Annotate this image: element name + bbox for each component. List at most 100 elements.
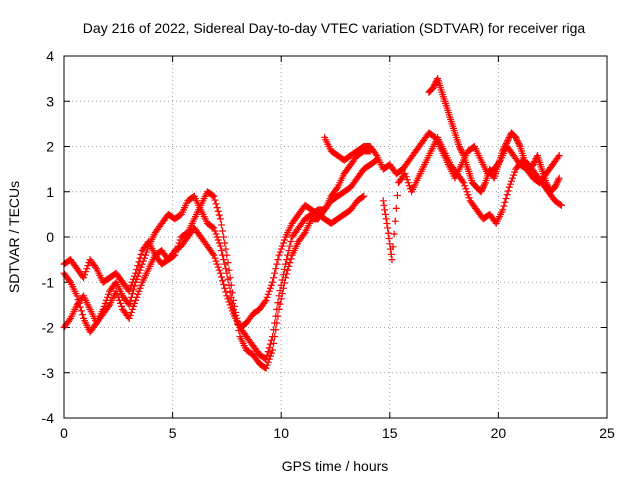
- y-tick-label: 4: [46, 48, 54, 64]
- data-point-track-f: [553, 179, 561, 187]
- data-point-track-e: [460, 179, 468, 187]
- data-point-track-b: [267, 281, 275, 289]
- data-point-track-e: [392, 204, 400, 212]
- y-tick-label: 1: [46, 184, 54, 200]
- data-point-track-c: [128, 278, 136, 286]
- data-point-track-e: [557, 201, 565, 209]
- data-point-track-a: [213, 204, 221, 212]
- data-point-track-b: [279, 239, 287, 247]
- data-point-track-c: [215, 266, 223, 274]
- data-point-track-f: [520, 156, 528, 164]
- data-point-track-a: [212, 200, 220, 208]
- data-point-track-e: [387, 250, 395, 258]
- data-point-track-c: [262, 355, 270, 363]
- data-point-track-c: [135, 258, 143, 266]
- data-point-track-f: [499, 147, 507, 155]
- data-point-track-b: [262, 296, 270, 304]
- data-point-track-a: [115, 296, 123, 304]
- data-point-track-b: [227, 293, 235, 301]
- data-point-track-b: [222, 265, 230, 273]
- y-tick-label: -2: [42, 320, 55, 336]
- data-point-track-b: [220, 256, 228, 264]
- data-point-track-f: [522, 159, 530, 167]
- data-point-track-f: [514, 138, 522, 146]
- data-point-track-e: [405, 182, 413, 190]
- data-point-track-c: [287, 238, 295, 246]
- data-point-track-f: [505, 135, 513, 143]
- data-point-track-e: [505, 183, 513, 191]
- data-point-track-c: [91, 263, 99, 271]
- data-point-track-e: [390, 230, 398, 238]
- data-point-track-b: [263, 293, 271, 301]
- plot-frame: [63, 55, 608, 419]
- data-point-track-a: [284, 266, 292, 274]
- data-point-track-f: [543, 180, 551, 188]
- data-point-track-e: [463, 188, 471, 196]
- data-point-track-b: [214, 236, 222, 244]
- y-tick-label: 3: [46, 93, 54, 109]
- data-point-track-c: [264, 348, 272, 356]
- data-point-track-f: [554, 177, 562, 185]
- x-tick-label: 15: [382, 425, 398, 441]
- data-point-track-c: [279, 271, 287, 279]
- data-point-track-f: [481, 180, 489, 188]
- y-axis-label: SDTVAR / TECUs: [6, 181, 22, 293]
- data-point-track-c: [228, 307, 236, 315]
- data-point-track-b: [225, 281, 233, 289]
- data-point-track-e: [383, 219, 391, 227]
- data-point-track-e: [404, 179, 412, 187]
- data-point-track-b: [211, 227, 219, 235]
- x-tick-label: 5: [169, 425, 177, 441]
- data-point-track-f: [502, 141, 510, 149]
- data-marks: [60, 75, 565, 372]
- data-point-track-a: [118, 302, 126, 310]
- data-point-track-c: [274, 299, 282, 307]
- data-point-track-e: [380, 201, 388, 209]
- data-point-track-b: [221, 260, 229, 268]
- data-point-track-f: [544, 183, 552, 191]
- data-point-track-a: [216, 215, 224, 223]
- data-point-track-a: [134, 290, 142, 298]
- data-point-track-c: [286, 242, 294, 250]
- data-point-track-a: [262, 364, 270, 372]
- data-point-track-e: [464, 191, 472, 199]
- data-point-track-d: [372, 150, 380, 158]
- x-tick-label: 10: [273, 425, 289, 441]
- data-point-track-c: [265, 344, 273, 352]
- data-point-track-c: [130, 275, 138, 283]
- data-point-track-a: [224, 259, 232, 267]
- data-point-track-c: [225, 298, 233, 306]
- data-point-track-f: [515, 141, 523, 149]
- data-point-track-f: [552, 180, 560, 188]
- data-point-track-f: [504, 136, 512, 144]
- data-point-track-a: [113, 290, 121, 298]
- data-point-track-f: [552, 182, 560, 190]
- data-point-track-c: [276, 287, 284, 295]
- data-point-track-c: [272, 312, 280, 320]
- data-point-track-a: [267, 349, 275, 357]
- data-point-track-c: [267, 336, 275, 344]
- data-point-track-c: [263, 351, 271, 359]
- data-point-track-c: [273, 305, 281, 313]
- data-point-track-c: [275, 292, 283, 300]
- data-point-track-c: [134, 262, 142, 270]
- data-point-track-a: [131, 299, 139, 307]
- data-point-track-b: [276, 248, 284, 256]
- data-point-track-f: [513, 136, 521, 144]
- data-point-track-a: [127, 308, 135, 316]
- data-point-track-a: [263, 361, 271, 369]
- data-point-track-b: [275, 251, 283, 259]
- data-point-track-b: [216, 242, 224, 250]
- data-point-track-c: [285, 247, 293, 255]
- data-point-track-b: [101, 299, 109, 307]
- data-point-track-f: [430, 82, 438, 90]
- data-point-track-b: [224, 275, 232, 283]
- data-point-track-e: [500, 202, 508, 210]
- data-point-track-b: [217, 247, 225, 255]
- data-point-track-b: [65, 316, 73, 324]
- data-point-track-e: [386, 240, 394, 248]
- data-point-track-f: [458, 149, 466, 157]
- data-point-track-c: [83, 265, 91, 273]
- data-point-track-c: [217, 273, 225, 281]
- data-point-track-c: [210, 251, 218, 259]
